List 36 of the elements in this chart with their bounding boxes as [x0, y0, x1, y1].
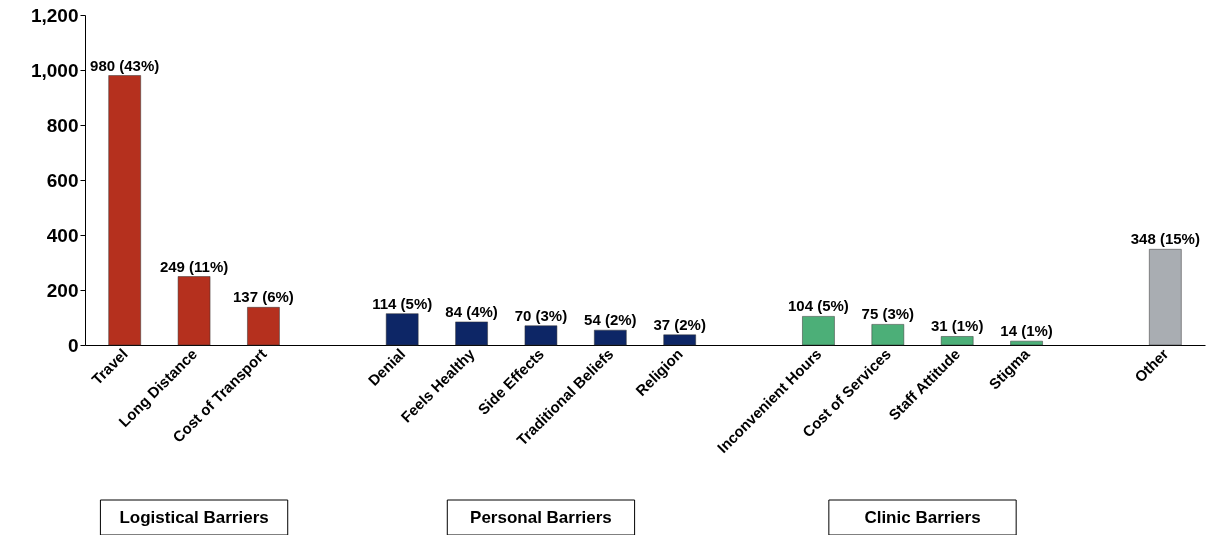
data-label: 104 (5%) [788, 297, 849, 315]
data-label: 249 (11%) [159, 257, 229, 275]
y-tick-label: 200 [46, 279, 79, 301]
data-label: 75 (3%) [861, 305, 915, 323]
data-label: 14 (1%) [1000, 322, 1053, 340]
text: Clinic Barriers [864, 508, 981, 527]
data-label: 54 (2%) [584, 311, 637, 329]
data-label: 114 (5%) [372, 294, 433, 312]
bar [663, 334, 696, 346]
bar [871, 324, 905, 346]
data-label: 137 (6%) [233, 288, 294, 306]
bar [385, 313, 419, 346]
bar [594, 329, 627, 346]
bar [940, 336, 974, 346]
bar [455, 321, 488, 346]
data-label: 70 (3%) [514, 306, 568, 324]
bar [177, 276, 211, 346]
data-label: 37 (2%) [653, 315, 706, 333]
y-tick-label: 600 [46, 169, 79, 191]
bar [802, 316, 835, 346]
y-tick-label: 400 [46, 224, 79, 246]
text: Logistical Barriers [119, 508, 269, 527]
data-label: 84 (4%) [445, 302, 498, 320]
data-label: 348 (15%) [1130, 230, 1200, 248]
data-label: 980 (43%) [90, 56, 160, 74]
y-tick-label: 1,200 [30, 4, 79, 26]
y-tick-label: 1,000 [30, 59, 79, 81]
y-tick-label: 800 [46, 114, 79, 136]
y-tick-label: 0 [67, 334, 79, 356]
bar [247, 307, 280, 346]
text: Personal Barriers [470, 508, 612, 527]
bar [1149, 249, 1182, 346]
bar [524, 325, 558, 346]
data-label: 31 (1%) [930, 317, 984, 335]
bar [108, 75, 141, 346]
bar [1010, 340, 1043, 346]
